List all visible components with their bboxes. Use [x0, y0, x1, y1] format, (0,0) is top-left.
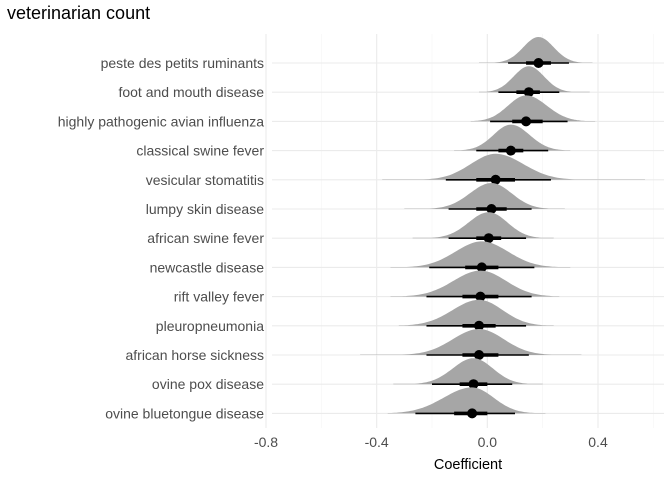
- median-point: [490, 174, 501, 185]
- density-shape: [398, 299, 554, 326]
- density-shape: [387, 387, 546, 414]
- median-point: [533, 58, 544, 68]
- axis-labels: peste des petits ruminants foot and mouth…: [58, 55, 608, 450]
- y-tick-label: highly pathogenic avian influenza: [58, 113, 264, 129]
- x-tick-label: -0.4: [365, 434, 389, 450]
- x-tick-label: 0.4: [588, 434, 608, 450]
- median-point: [475, 291, 486, 302]
- x-axis-title: Coefficient: [434, 457, 502, 473]
- median-point: [505, 145, 516, 156]
- density-shape: [479, 66, 590, 93]
- x-tick-label: -0.8: [254, 434, 278, 450]
- density-shape: [360, 329, 582, 355]
- median-point: [523, 87, 534, 98]
- median-point: [476, 262, 487, 273]
- y-tick-label: newcastle disease: [150, 259, 265, 275]
- chart-title: veterinarian count: [7, 3, 151, 23]
- density-shape: [390, 241, 571, 268]
- density-shape: [382, 153, 645, 180]
- density-shape: [390, 270, 560, 297]
- density-rows: [360, 37, 645, 419]
- density-shape: [454, 124, 571, 151]
- y-tick-label: ovine pox disease: [152, 376, 264, 392]
- y-tick-label: ovine bluetongue disease: [105, 405, 264, 421]
- x-tick-label: 0.0: [478, 434, 498, 450]
- median-point: [521, 116, 532, 127]
- density-shape: [479, 37, 593, 63]
- y-tick-label: lumpy skin disease: [146, 201, 264, 217]
- y-tick-label: peste des petits ruminants: [101, 55, 264, 71]
- y-tick-label: rift valley fever: [174, 289, 265, 305]
- density-shape: [404, 183, 565, 209]
- grid-lines: [265, 34, 664, 428]
- density-shape: [470, 95, 596, 122]
- y-tick-label: african swine fever: [147, 230, 264, 246]
- y-tick-label: vesicular stomatitis: [146, 172, 264, 188]
- median-point: [483, 233, 494, 244]
- y-tick-label: pleuropneumonia: [156, 318, 264, 334]
- density-shape: [412, 212, 554, 239]
- median-point: [474, 320, 485, 331]
- median-point: [468, 379, 479, 390]
- density-shape: [393, 358, 543, 385]
- y-tick-label: classical swine fever: [136, 143, 264, 159]
- median-point: [474, 350, 485, 360]
- y-tick-label: african horse sickness: [125, 347, 264, 363]
- median-point: [467, 408, 478, 419]
- y-tick-label: foot and mouth disease: [118, 84, 264, 100]
- median-point: [486, 204, 497, 214]
